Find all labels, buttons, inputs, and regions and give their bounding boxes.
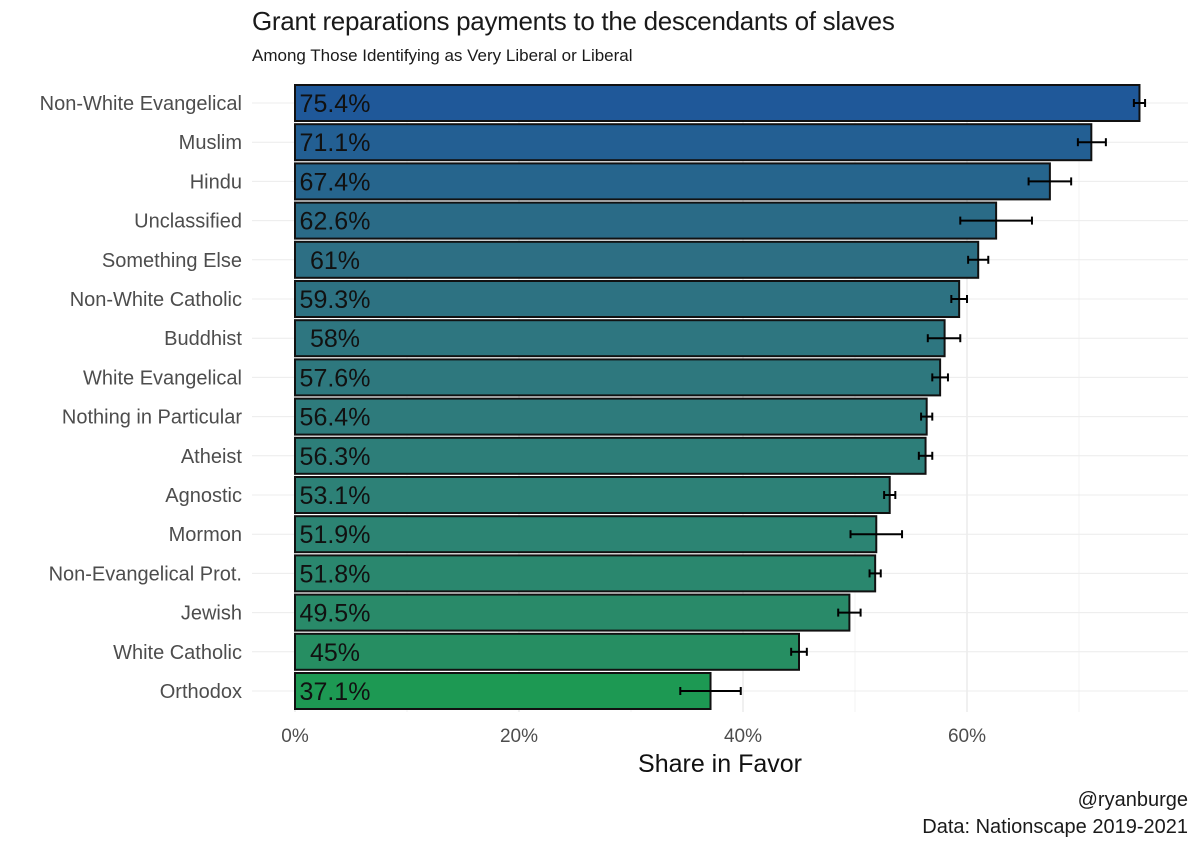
category-label: Orthodox xyxy=(160,681,242,703)
value-label: 51.9% xyxy=(300,521,371,549)
bar xyxy=(294,358,942,397)
bar xyxy=(294,84,1141,122)
category-labels-group: Non-White Evangelical Muslim Hindu Unclassi… xyxy=(40,93,243,703)
category-label: White Catholic xyxy=(113,642,242,664)
x-axis-title: Share in Favor xyxy=(638,750,802,778)
value-label: 75.4% xyxy=(300,90,371,118)
error-bars-group xyxy=(679,99,1147,695)
x-tick-label: 40% xyxy=(724,726,762,747)
category-label: Mormon xyxy=(169,524,242,546)
category-label: White Evangelical xyxy=(83,367,242,389)
category-label: Agnostic xyxy=(165,485,242,507)
category-label: Muslim xyxy=(179,132,242,154)
credits: @ryanburge Data: Nationscape 2019-2021 xyxy=(922,787,1188,841)
value-label: 59.3% xyxy=(300,286,371,314)
value-label: 57.6% xyxy=(300,364,371,392)
value-label: 37.1% xyxy=(300,678,371,706)
author-handle: @ryanburge xyxy=(1077,789,1188,811)
value-label: 61% xyxy=(310,247,360,275)
category-label: Jewish xyxy=(181,603,242,625)
bar xyxy=(294,593,851,632)
x-tick-label: 20% xyxy=(500,726,538,747)
bar xyxy=(294,201,998,240)
bar xyxy=(294,515,878,554)
bar xyxy=(294,280,961,318)
value-label: 62.6% xyxy=(300,208,371,236)
category-label: Hindu xyxy=(190,171,242,193)
value-label: 71.1% xyxy=(300,129,371,157)
bar xyxy=(294,319,946,358)
bar xyxy=(294,397,928,436)
category-label: Non-White Evangelical xyxy=(40,93,242,115)
category-label: Non-White Catholic xyxy=(70,289,242,311)
chart-subtitle: Among Those Identifying as Very Liberal … xyxy=(252,46,633,65)
bar xyxy=(294,632,800,671)
bar xyxy=(294,240,980,279)
bar xyxy=(294,476,891,514)
bar xyxy=(294,162,1051,201)
x-axis-ticks: 0% 20% 40% 60% xyxy=(281,726,986,747)
category-label: Non-Evangelical Prot. xyxy=(49,563,242,585)
value-label: 58% xyxy=(310,325,360,353)
data-source: Data: Nationscape 2019-2021 xyxy=(922,816,1188,838)
category-label: Something Else xyxy=(102,250,242,272)
chart-title: Grant reparations payments to the descen… xyxy=(252,6,895,36)
value-label: 56.4% xyxy=(300,404,371,432)
value-labels-group: 75.4% 71.1% 67.4% 62.6% 61% 59.3% 58% 57.6% 56.4… xyxy=(300,90,371,706)
bar xyxy=(294,436,927,475)
category-label: Buddhist xyxy=(164,328,242,350)
value-label: 45% xyxy=(310,639,360,667)
value-label: 56.3% xyxy=(300,443,371,471)
category-label: Nothing in Particular xyxy=(62,407,242,429)
x-tick-label: 0% xyxy=(281,726,309,747)
bars-group xyxy=(294,84,1141,710)
bar xyxy=(294,123,1093,162)
value-label: 51.8% xyxy=(300,560,371,588)
bar xyxy=(294,554,877,593)
value-label: 53.1% xyxy=(300,482,371,510)
category-label: Unclassified xyxy=(134,211,242,233)
category-label: Atheist xyxy=(181,446,243,468)
value-label: 49.5% xyxy=(300,600,371,628)
bar xyxy=(294,672,712,710)
value-label: 67.4% xyxy=(300,168,371,196)
x-tick-label: 60% xyxy=(948,726,986,747)
